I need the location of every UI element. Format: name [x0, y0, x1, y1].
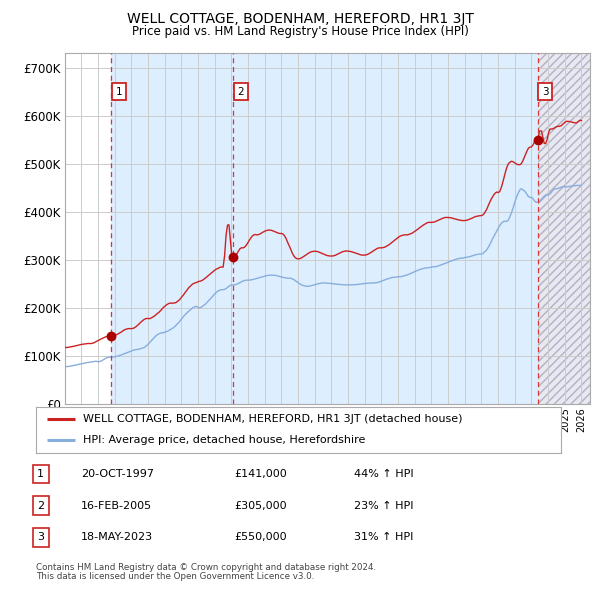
Point	[533, 135, 542, 145]
Text: Price paid vs. HM Land Registry's House Price Index (HPI): Price paid vs. HM Land Registry's House …	[131, 25, 469, 38]
Text: 44% ↑ HPI: 44% ↑ HPI	[354, 469, 413, 478]
Point	[107, 332, 116, 341]
Text: £305,000: £305,000	[234, 501, 287, 510]
Bar	[538, 53, 590, 404]
Text: 31% ↑ HPI: 31% ↑ HPI	[354, 533, 413, 542]
Point	[229, 253, 238, 262]
Text: 3: 3	[37, 533, 44, 542]
Text: 2: 2	[238, 87, 244, 97]
Bar	[112, 53, 233, 404]
Bar	[233, 53, 538, 404]
Text: HPI: Average price, detached house, Herefordshire: HPI: Average price, detached house, Here…	[83, 435, 365, 445]
Text: 1: 1	[37, 469, 44, 478]
Text: 1: 1	[116, 87, 122, 97]
Text: 18-MAY-2023: 18-MAY-2023	[81, 533, 153, 542]
Text: £141,000: £141,000	[234, 469, 287, 478]
Text: Contains HM Land Registry data © Crown copyright and database right 2024.: Contains HM Land Registry data © Crown c…	[36, 563, 376, 572]
Text: 3: 3	[542, 87, 548, 97]
Text: WELL COTTAGE, BODENHAM, HEREFORD, HR1 3JT (detached house): WELL COTTAGE, BODENHAM, HEREFORD, HR1 3J…	[83, 414, 463, 424]
Text: This data is licensed under the Open Government Licence v3.0.: This data is licensed under the Open Gov…	[36, 572, 314, 581]
Text: 20-OCT-1997: 20-OCT-1997	[81, 469, 154, 478]
Text: £550,000: £550,000	[234, 533, 287, 542]
Text: 16-FEB-2005: 16-FEB-2005	[81, 501, 152, 510]
Text: 23% ↑ HPI: 23% ↑ HPI	[354, 501, 413, 510]
Text: WELL COTTAGE, BODENHAM, HEREFORD, HR1 3JT: WELL COTTAGE, BODENHAM, HEREFORD, HR1 3J…	[127, 12, 473, 26]
Text: 2: 2	[37, 501, 44, 510]
